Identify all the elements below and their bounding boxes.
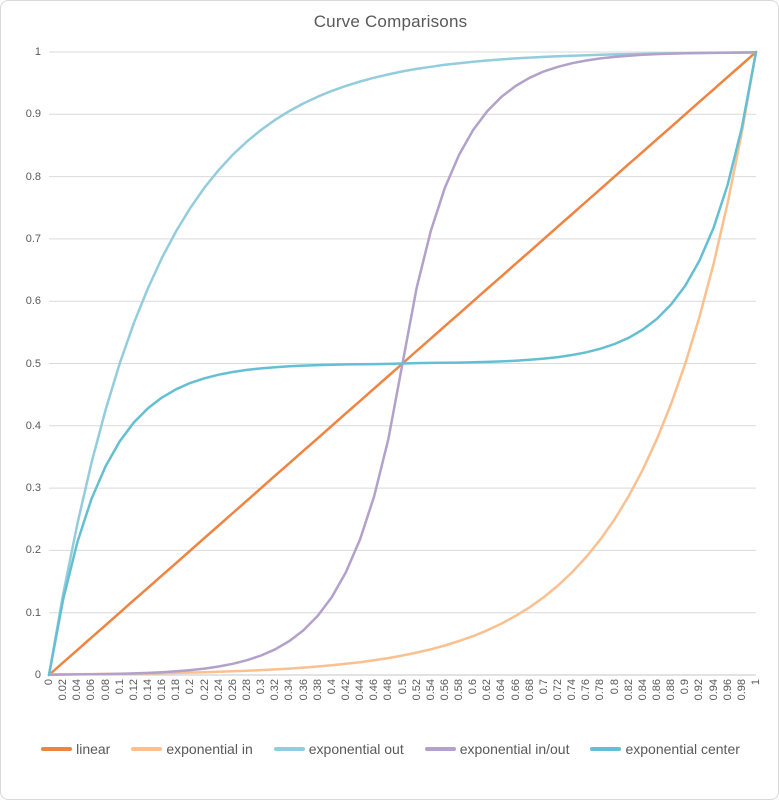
x-tick-label: 0.7 — [537, 679, 550, 695]
legend-item-exponential-in-out: exponential in/out — [424, 741, 570, 757]
x-tick-label: 0.36 — [297, 679, 310, 701]
x-tick-label: 0.08 — [99, 679, 112, 701]
x-tick-label: 0.62 — [481, 679, 494, 701]
legend-swatch-icon — [41, 747, 73, 751]
x-tick-label: 0.72 — [552, 679, 565, 701]
x-tick-label: 0.18 — [170, 679, 183, 701]
x-tick-label: 0.3 — [255, 679, 268, 695]
x-tick-label: 0.82 — [622, 679, 635, 701]
x-tick-label: 0.84 — [636, 679, 649, 701]
x-tick-label: 0.56 — [438, 679, 451, 701]
y-tick-label: 0.9 — [25, 108, 41, 121]
x-tick-label: 0.06 — [85, 679, 98, 701]
x-tick-label: 0.02 — [57, 679, 70, 701]
x-tick-label: 0.16 — [156, 679, 169, 701]
x-tick-label: 0.4 — [325, 679, 338, 695]
legend-label: exponential out — [308, 741, 404, 757]
x-tick-label: 0.5 — [396, 679, 409, 695]
legend-item-exponential-center: exponential center — [590, 741, 740, 757]
legend-swatch-icon — [131, 747, 163, 751]
x-tick-label: 0.92 — [693, 679, 706, 701]
x-tick-label: 0.28 — [240, 679, 253, 701]
x-tick-label: 0.6 — [467, 679, 480, 695]
x-tick-label: 0.26 — [226, 679, 239, 701]
y-tick-label: 0.7 — [25, 232, 41, 245]
x-tick-label: 0.88 — [665, 679, 678, 701]
y-tick-label: 0 — [34, 669, 41, 681]
x-tick-label: 0.74 — [566, 679, 579, 701]
x-tick-label: 0.34 — [283, 679, 296, 701]
legend-swatch-icon — [590, 747, 622, 751]
x-tick-label: 0.44 — [354, 679, 367, 701]
y-tick-label: 1 — [34, 46, 41, 58]
y-tick-label: 0.5 — [25, 357, 41, 370]
series-line-exponential-center — [47, 50, 758, 677]
y-tick-label: 0.6 — [25, 295, 41, 308]
x-tick-label: 0.98 — [735, 679, 748, 701]
x-tick-label: 0.68 — [523, 679, 536, 701]
x-tick-label: 0.76 — [580, 679, 593, 701]
y-tick-label: 0.2 — [25, 544, 41, 557]
legend-item-exponential-out: exponential out — [273, 741, 404, 757]
chart-title: Curve Comparisons — [313, 12, 468, 31]
x-tick-label: 1 — [750, 679, 762, 686]
legend-item-exponential-in: exponential in — [131, 741, 253, 757]
legend-swatch-icon — [424, 747, 456, 751]
legend-label: exponential in — [166, 741, 253, 757]
legend-swatch-icon — [273, 747, 305, 751]
x-tick-label: 0.04 — [71, 679, 84, 701]
legend-label: exponential center — [625, 741, 740, 757]
x-tick-label: 0.48 — [382, 679, 395, 701]
legend-item-linear: linear — [41, 742, 110, 756]
x-tick-label: 0.58 — [453, 679, 466, 701]
x-tick-label: 0.32 — [269, 679, 282, 701]
x-tick-label: 0.52 — [410, 679, 423, 701]
x-tick-label: 0.2 — [184, 679, 197, 695]
y-tick-label: 0.1 — [25, 606, 41, 619]
x-tick-label: 0.54 — [424, 679, 437, 701]
x-tick-label: 0.1 — [113, 679, 126, 695]
x-tick-label: 0.22 — [198, 679, 211, 701]
x-tick-label: 0.96 — [721, 679, 734, 701]
x-tick-label: 0.42 — [339, 679, 352, 701]
y-tick-label: 0.8 — [25, 170, 41, 183]
x-tick-label: 0.94 — [707, 679, 720, 701]
x-tick-label: 0.46 — [368, 679, 381, 701]
x-tick-label: 0.38 — [311, 679, 324, 701]
x-tick-label: 0.64 — [495, 679, 508, 701]
x-tick-label: 0.66 — [509, 679, 522, 701]
x-tick-label: 0.9 — [679, 679, 692, 695]
legend: linear exponential in exponential out expon… — [1, 736, 778, 762]
x-tick-label: 0.24 — [212, 679, 225, 701]
x-tick-label: 0.14 — [141, 679, 154, 701]
x-tick-label: 0.86 — [651, 679, 664, 701]
x-tick-label: 0.78 — [594, 679, 607, 701]
y-tick-label: 0.4 — [25, 419, 41, 432]
legend-label: linear — [76, 741, 111, 757]
x-tick-label: 0 — [43, 679, 55, 686]
y-tick-label: 0.3 — [25, 482, 41, 495]
legend-label: exponential in/out — [459, 741, 570, 757]
x-tick-label: 0.12 — [127, 679, 140, 701]
x-tick-label: 0.8 — [608, 679, 621, 695]
